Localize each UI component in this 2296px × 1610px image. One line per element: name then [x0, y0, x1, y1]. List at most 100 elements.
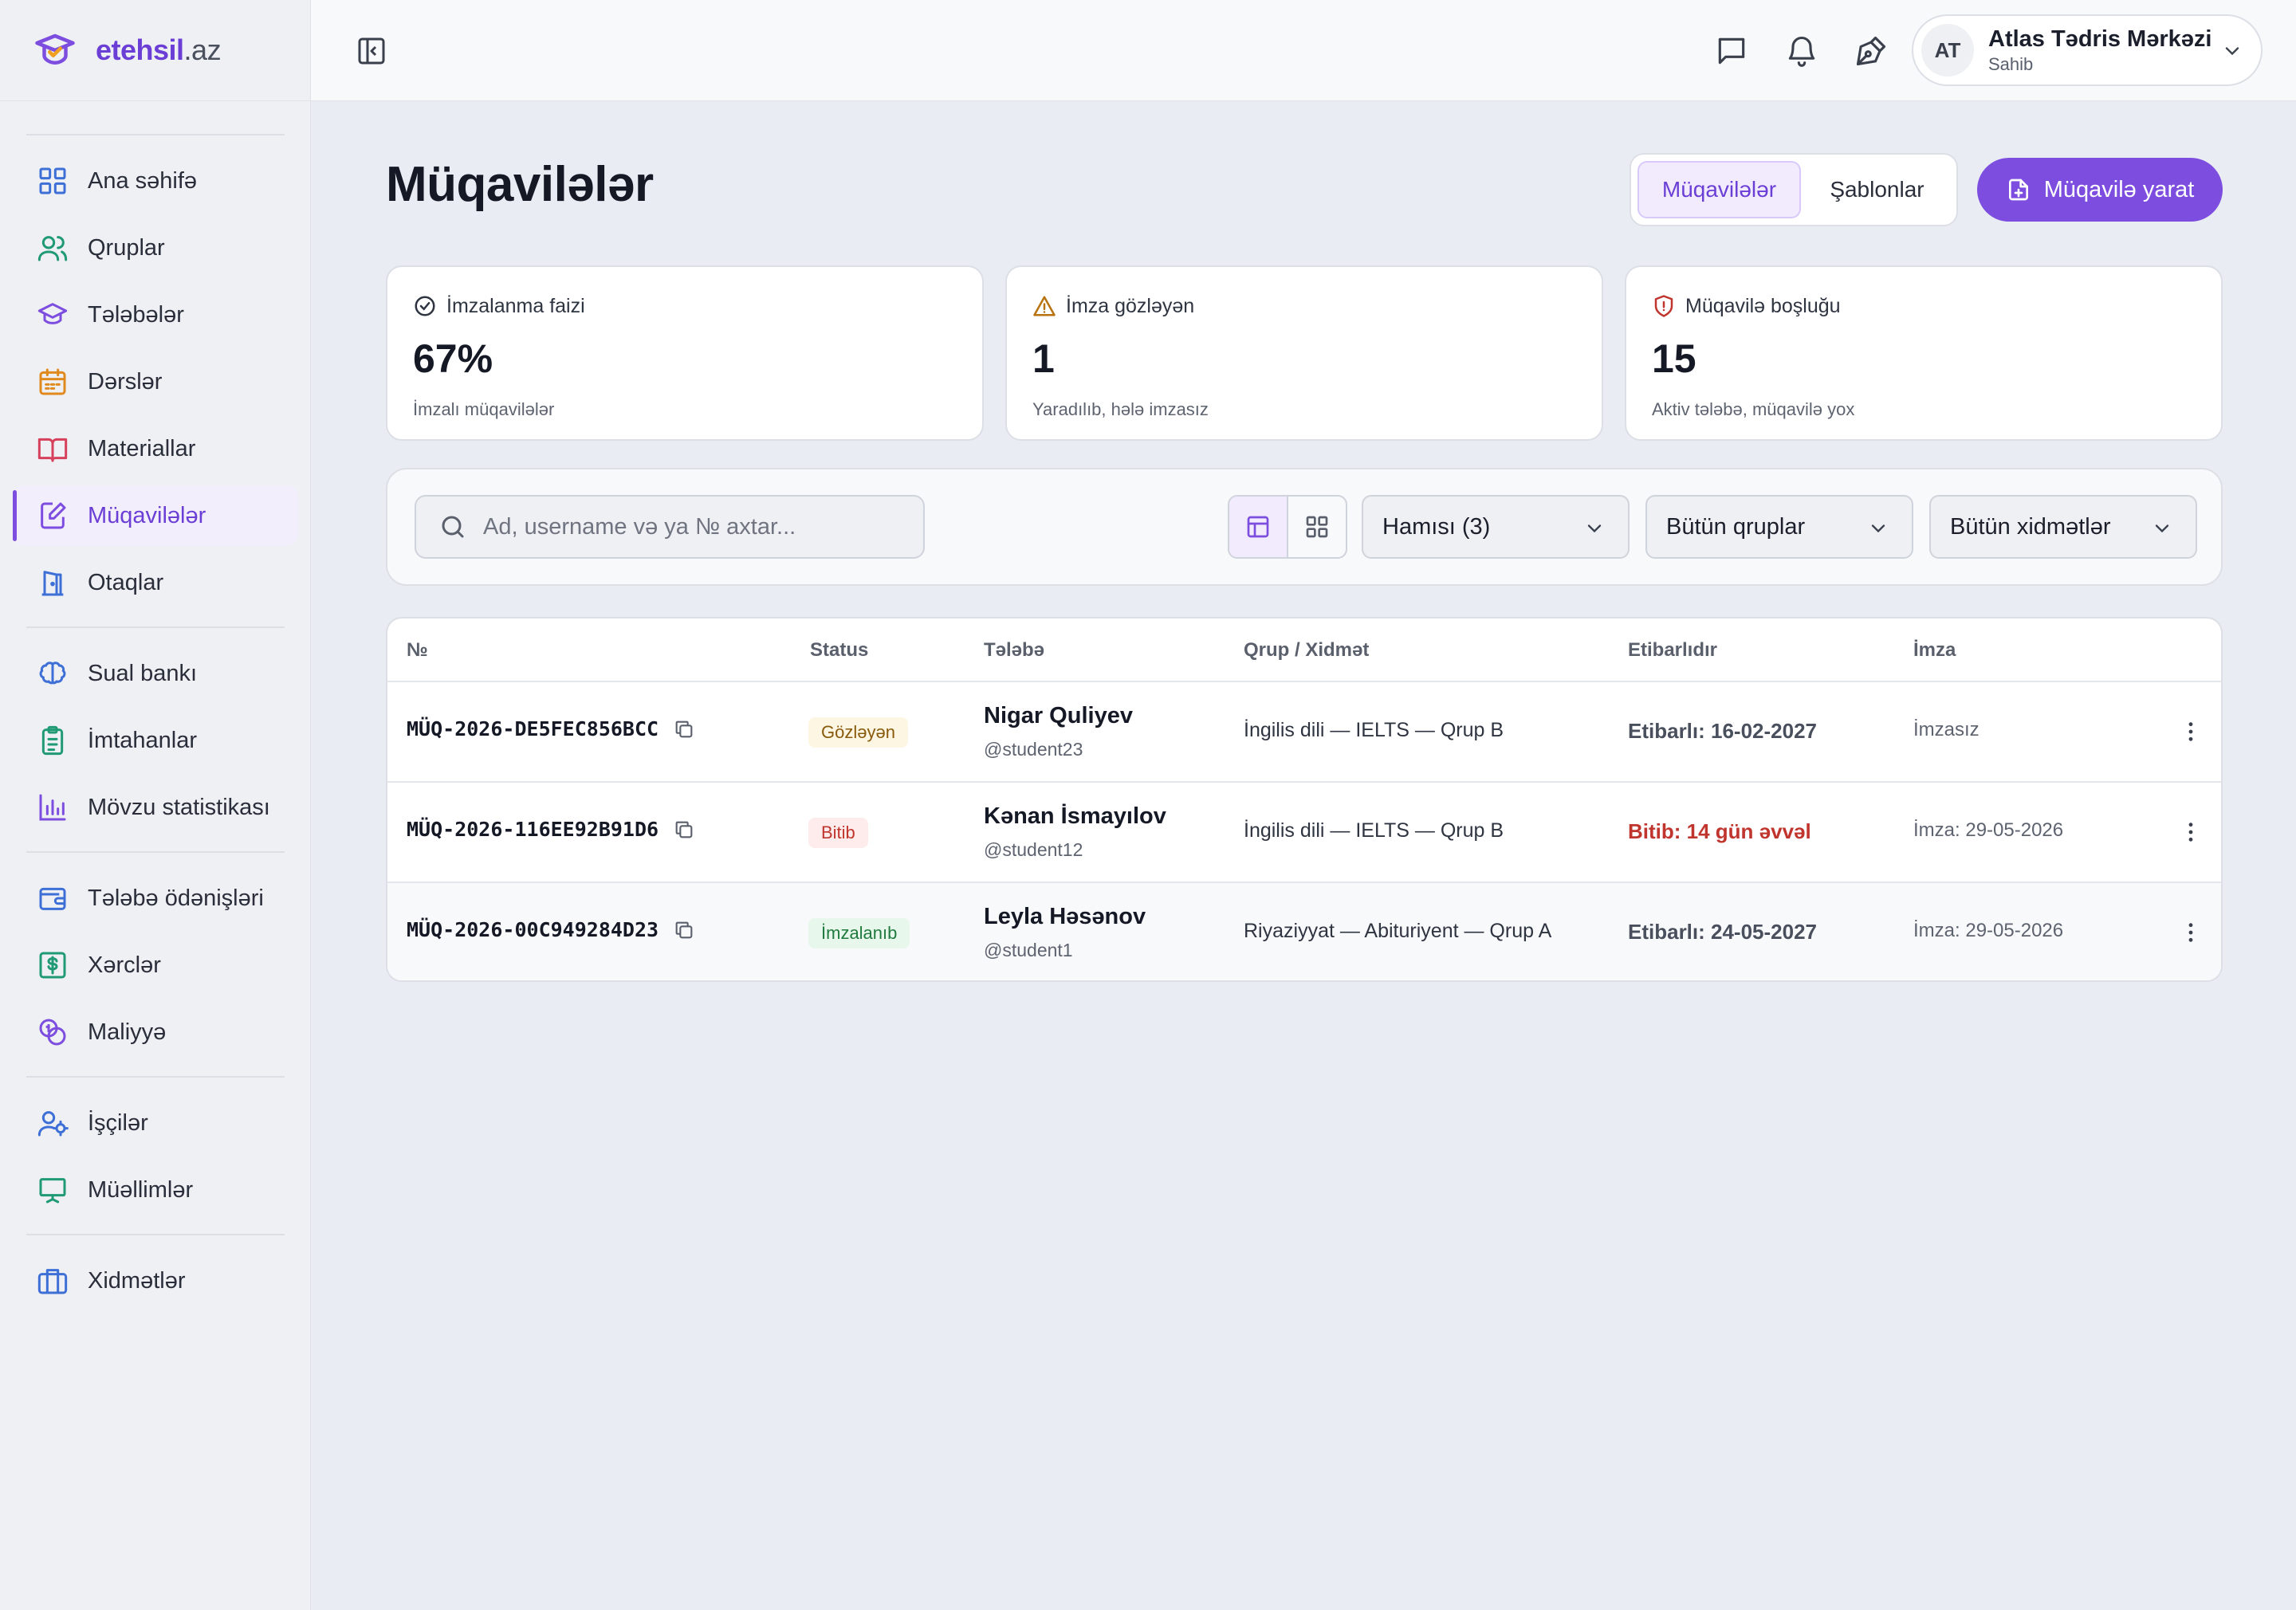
student-name[interactable]: Leyla Həsənov	[984, 904, 1146, 929]
table-header: № Status Tələbə Qrup / Xidmət Etibarlıdı…	[387, 618, 2221, 682]
table-view-button[interactable]	[1229, 497, 1288, 557]
brand-name: etehsil.az	[96, 33, 222, 66]
signature-status: İmzasız	[1913, 719, 1980, 740]
sidebar-item-materials[interactable]: Materiallar	[13, 418, 298, 479]
copy-icon[interactable]	[673, 718, 695, 740]
sidebar-item-expenses[interactable]: Xərclər	[13, 935, 298, 995]
more-vertical-icon[interactable]	[2178, 719, 2204, 744]
service-filter-select[interactable]: Bütün xidmətlər	[1929, 495, 2197, 559]
page-title: Müqavilələr	[386, 157, 654, 212]
create-contract-label: Müqavilə yarat	[2043, 176, 2195, 202]
group-filter-select[interactable]: Bütün qruplar	[1645, 495, 1913, 559]
user-cog-icon	[37, 1111, 69, 1137]
sidebar-item-label: Müqavilələr	[88, 502, 206, 528]
column-group-service[interactable]: Qrup / Xidmət	[1244, 639, 1370, 661]
check-circle-icon	[415, 296, 435, 316]
sidebar-item-topic-stats[interactable]: Mövzu statistikası	[13, 777, 298, 838]
column-validity[interactable]: Etibarlıdır	[1628, 639, 1718, 661]
more-vertical-icon[interactable]	[2178, 819, 2204, 845]
copy-icon[interactable]	[673, 819, 695, 841]
user-menu[interactable]: AT Atlas Tədris Mərkəzi Sahib	[1912, 14, 2263, 86]
status-badge: Bitib	[808, 818, 868, 848]
nav-divider	[26, 626, 285, 628]
sidebar-item-services[interactable]: Xidmətlər	[13, 1251, 298, 1311]
create-contract-button[interactable]: Müqavilə yarat	[1977, 158, 2223, 222]
sidebar-item-teachers[interactable]: Müəllimlər	[13, 1160, 298, 1220]
student-username: @student23	[984, 739, 1083, 760]
grid-view-button[interactable]	[1288, 497, 1346, 557]
search-box[interactable]	[415, 495, 925, 559]
chevron-down-icon	[2155, 524, 2169, 533]
tab-templates[interactable]: Şablonlar	[1830, 177, 1924, 202]
bell-icon[interactable]	[1784, 33, 1819, 69]
sidebar-item-question-bank[interactable]: Sual bankı	[13, 643, 298, 704]
sidebar-item-groups[interactable]: Qruplar	[13, 218, 298, 278]
status-filter-select[interactable]: Hamısı (3)	[1362, 495, 1630, 559]
status-badge: İmzalanıb	[808, 918, 910, 948]
sidebar-item-lessons[interactable]: Dərslər	[13, 351, 298, 412]
door-icon	[41, 571, 64, 596]
validity: Etibarlı: 16-02-2027	[1628, 719, 1818, 743]
column-number[interactable]: №	[407, 639, 428, 661]
coins-icon	[39, 1019, 66, 1046]
tab-contracts[interactable]: Müqavilələr	[1637, 161, 1801, 218]
contract-number: MÜQ-2026-DE5FEC856BCC	[407, 717, 695, 740]
search-input[interactable]	[483, 513, 914, 540]
sidebar-item-employees[interactable]: İşçilər	[13, 1093, 298, 1153]
view-tabs: Müqavilələr Şablonlar	[1630, 153, 1958, 226]
brand[interactable]: etehsil.az	[0, 0, 310, 101]
topbar: AT Atlas Tədris Mərkəzi Sahib	[311, 0, 2296, 101]
view-toggle	[1228, 495, 1347, 559]
column-signature[interactable]: İmza	[1913, 639, 1956, 661]
group-service: İngilis dili — IELTS — Qrup B	[1244, 819, 1504, 842]
sidebar-item-exams[interactable]: İmtahanlar	[13, 710, 298, 771]
sidebar-item-contracts[interactable]: Müqavilələr	[13, 485, 298, 546]
sidebar-item-label: Tələbələr	[88, 301, 184, 328]
sidebar-item-home[interactable]: Ana səhifə	[13, 151, 298, 211]
bar-chart-icon	[39, 794, 66, 821]
dollar-square-icon	[39, 952, 66, 979]
grid-icon	[1306, 516, 1328, 538]
sidebar-item-label: Tələbə ödənişləri	[88, 885, 264, 911]
validity: Etibarlı: 24-05-2027	[1628, 920, 1818, 944]
student-name[interactable]: Nigar Quliyev	[984, 703, 1133, 728]
table-row[interactable]: MÜQ-2026-00C949284D23 İmzalanıb Leyla Hə…	[387, 883, 2221, 980]
contract-number: MÜQ-2026-00C949284D23	[407, 918, 695, 941]
student-cell: Nigar Quliyev @student23	[984, 703, 1133, 760]
filter-bar: Hamısı (3) Bütün qruplar Bütün xidmətlər	[386, 468, 2223, 586]
group-service: İngilis dili — IELTS — Qrup B	[1244, 719, 1504, 741]
stat-label: Müqavilə boşluğu	[1685, 294, 1841, 317]
wallet-icon	[39, 887, 66, 910]
brain-icon	[39, 662, 66, 685]
chevron-down-icon	[1871, 524, 1885, 533]
table-row[interactable]: MÜQ-2026-DE5FEC856BCC Gözləyən Nigar Qul…	[387, 682, 2221, 783]
group-filter-value: Bütün qruplar	[1666, 513, 1806, 540]
validity: Bitib: 14 gün əvvəl	[1628, 819, 1811, 843]
group-service: Riyaziyyat — Abituriyent — Qrup A	[1244, 920, 1552, 942]
stat-sub: Aktiv tələbə, müqavilə yox	[1652, 399, 1855, 419]
user-name: Atlas Tədris Mərkəzi	[1988, 26, 2212, 52]
stat-sub: İmzalı müqavilələr	[413, 399, 555, 419]
contract-number: MÜQ-2026-116EE92B91D6	[407, 818, 695, 841]
column-status[interactable]: Status	[810, 639, 869, 661]
sidebar: etehsil.az Ana səhifə Qruplar Tələbələr …	[0, 0, 311, 1610]
sidebar-item-rooms[interactable]: Otaqlar	[13, 552, 298, 613]
more-vertical-icon[interactable]	[2178, 920, 2204, 945]
sidebar-item-student-payments[interactable]: Tələbə ödənişləri	[13, 868, 298, 929]
messages-icon[interactable]	[1714, 33, 1749, 69]
copy-icon[interactable]	[673, 919, 695, 941]
column-student[interactable]: Tələbə	[984, 639, 1045, 661]
sidebar-item-finance[interactable]: Maliyyə	[13, 1002, 298, 1062]
sidebar-item-students[interactable]: Tələbələr	[13, 285, 298, 345]
sidebar-collapse-icon[interactable]	[356, 35, 387, 67]
sidebar-item-label: İmtahanlar	[88, 727, 198, 753]
user-info: Atlas Tədris Mərkəzi Sahib	[1988, 26, 2211, 75]
student-name[interactable]: Kənan İsmayılov	[984, 803, 1166, 829]
table-row[interactable]: MÜQ-2026-116EE92B91D6 Bitib Kənan İsmayı…	[387, 783, 2221, 883]
pen-tool-icon[interactable]	[1854, 33, 1889, 69]
nav-divider	[26, 1234, 285, 1235]
student-username: @student12	[984, 839, 1083, 860]
stat-card-contract-gap: Müqavilə boşluğu 15 Aktiv tələbə, müqavi…	[1625, 265, 2223, 441]
stat-value: 67%	[413, 336, 493, 381]
alert-triangle-icon	[1033, 296, 1056, 316]
